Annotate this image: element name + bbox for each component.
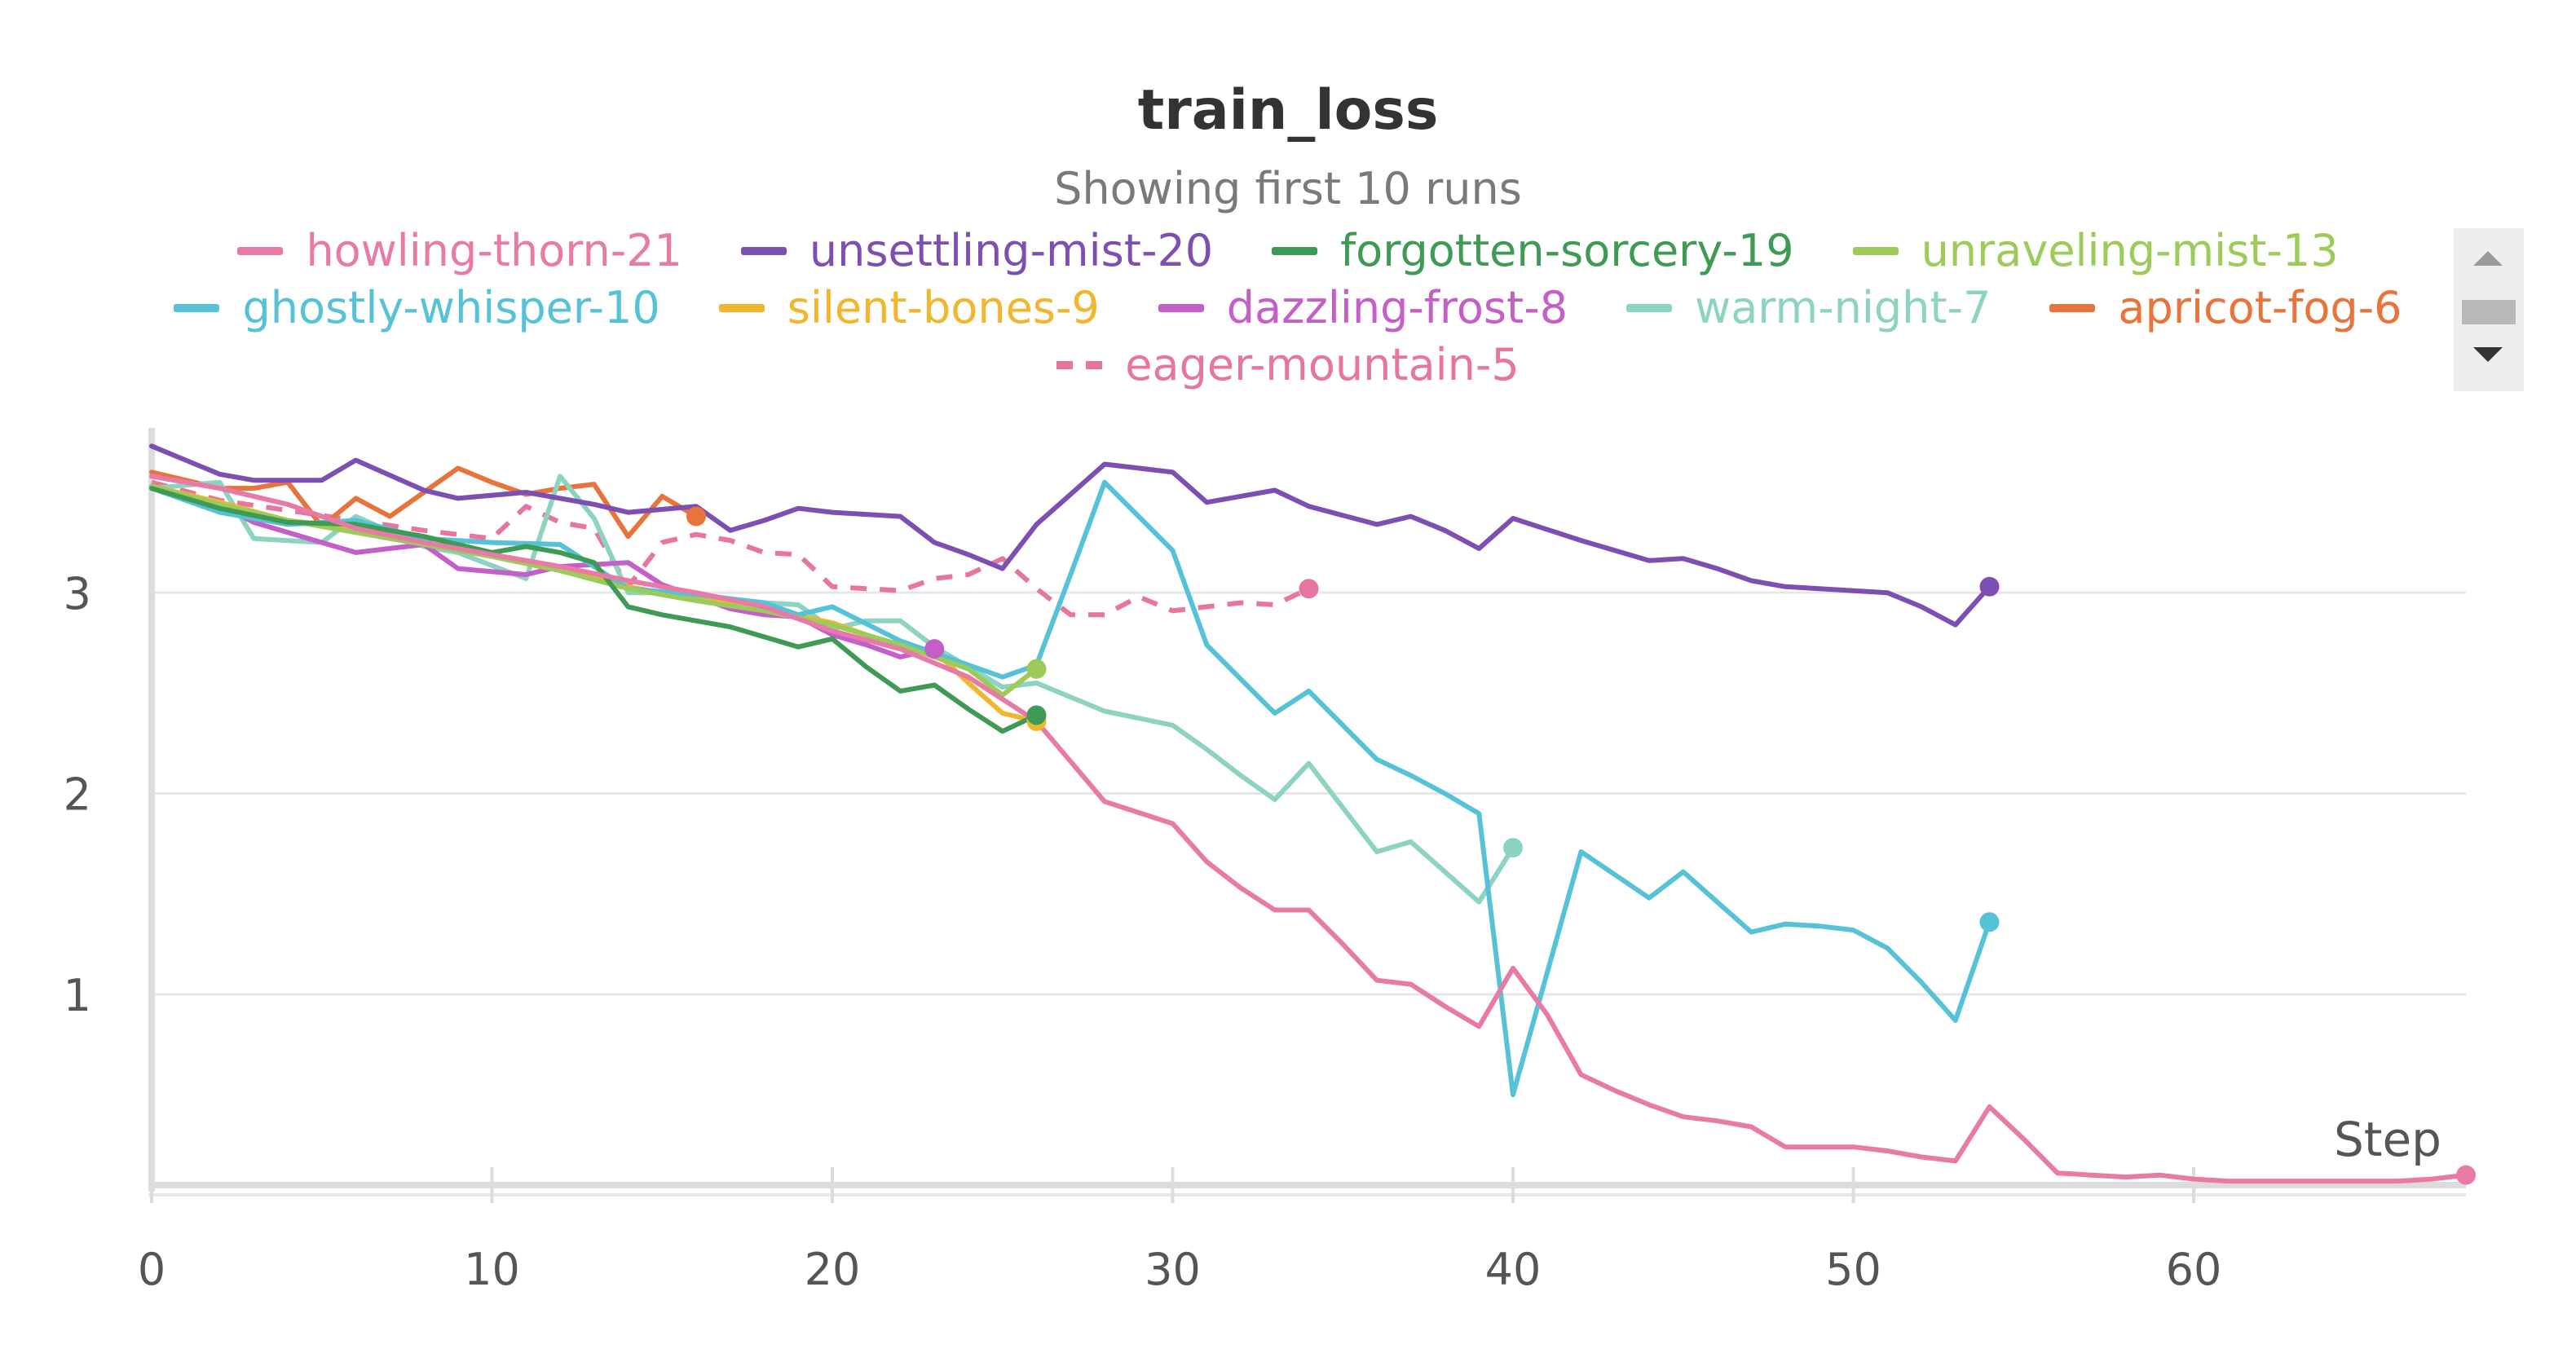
- scroll-down-icon[interactable]: [2473, 347, 2503, 362]
- x-tick-label: 20: [805, 1244, 861, 1295]
- x-axis-label: Step: [2334, 1112, 2441, 1167]
- series-end-point[interactable]: [686, 506, 706, 527]
- y-tick-label: 2: [64, 769, 91, 821]
- y-tick-label: 1: [64, 970, 91, 1021]
- legend-label: warm-night-7: [1695, 282, 1992, 333]
- y-tick-label: 3: [64, 568, 91, 619]
- chart-subtitle: Showing first 10 runs: [1054, 163, 1522, 214]
- x-tick-label: 0: [138, 1244, 165, 1295]
- legend-label: dazzling-frost-8: [1226, 282, 1568, 333]
- legend-item[interactable]: dazzling-frost-8: [1158, 282, 1568, 333]
- series-end-point[interactable]: [1979, 576, 2000, 597]
- series-end-point[interactable]: [924, 639, 945, 659]
- series-line-howling-thorn-21[interactable]: [149, 474, 2468, 1184]
- x-tick-label: 10: [464, 1244, 520, 1295]
- legend-swatch: [174, 303, 220, 312]
- legend-swatch: [1272, 246, 1318, 255]
- series-end-point[interactable]: [1503, 838, 1523, 858]
- legend-swatch: [1626, 303, 1673, 312]
- legend-item[interactable]: apricot-fog-6: [2049, 282, 2402, 333]
- legend-swatch: [237, 246, 284, 255]
- scroll-thumb[interactable]: [2462, 300, 2516, 324]
- series-line-forgotten-sorcery-19[interactable]: [149, 486, 1039, 734]
- legend-item[interactable]: unsettling-mist-20: [740, 225, 1214, 276]
- legend-item[interactable]: silent-bones-9: [718, 282, 1100, 333]
- legend-row: howling-thorn-21 unsettling-mist-20 forgot…: [0, 225, 2576, 276]
- x-tick-label: 50: [1825, 1244, 1881, 1295]
- series-end-point[interactable]: [1979, 912, 2000, 932]
- series-line-eager-mountain-5[interactable]: [151, 479, 1310, 618]
- legend-item[interactable]: eager-mountain-5: [1056, 339, 1520, 390]
- legend-item[interactable]: forgotten-sorcery-19: [1272, 225, 1794, 276]
- legend-swatch: [1158, 303, 1204, 312]
- legend-label: ghostly-whisper-10: [242, 282, 660, 333]
- x-tick-label: 40: [1485, 1244, 1542, 1295]
- legend-label: unsettling-mist-20: [809, 225, 1214, 276]
- x-tick-label: 60: [2166, 1244, 2222, 1295]
- legend-scrollbar[interactable]: [2454, 228, 2524, 391]
- legend-label: eager-mountain-5: [1125, 339, 1520, 390]
- legend-swatch: [1056, 360, 1103, 369]
- legend-swatch: [2049, 303, 2096, 312]
- legend-label: forgotten-sorcery-19: [1340, 225, 1794, 276]
- series-end-point[interactable]: [1026, 705, 1047, 725]
- legend-item[interactable]: warm-night-7: [1626, 282, 1991, 333]
- legend-item[interactable]: unraveling-mist-13: [1852, 225, 2339, 276]
- legend-label: unraveling-mist-13: [1921, 225, 2339, 276]
- legend-label: silent-bones-9: [787, 282, 1100, 333]
- legend-item[interactable]: ghostly-whisper-10: [174, 282, 660, 333]
- scroll-up-icon[interactable]: [2473, 251, 2503, 266]
- legend-swatch: [740, 246, 787, 255]
- series-line-unsettling-mist-20[interactable]: [149, 443, 1992, 628]
- series-end-point[interactable]: [1026, 659, 1047, 679]
- legend-swatch: [1852, 246, 1899, 255]
- legend-row: ghostly-whisper-10 silent-bones-9 dazzling…: [0, 282, 2576, 333]
- series-end-point[interactable]: [1299, 579, 1319, 599]
- legend-label: apricot-fog-6: [2118, 282, 2402, 333]
- legend-swatch: [718, 303, 765, 312]
- series-line-ghostly-whisper-10[interactable]: [149, 479, 1992, 1098]
- series-end-point[interactable]: [2456, 1165, 2476, 1185]
- legend-label: howling-thorn-21: [306, 225, 682, 276]
- x-tick-label: 30: [1145, 1244, 1201, 1295]
- chart-title: train_loss: [1137, 78, 1439, 143]
- legend-row: eager-mountain-5: [0, 339, 2576, 390]
- legend-item[interactable]: howling-thorn-21: [237, 225, 682, 276]
